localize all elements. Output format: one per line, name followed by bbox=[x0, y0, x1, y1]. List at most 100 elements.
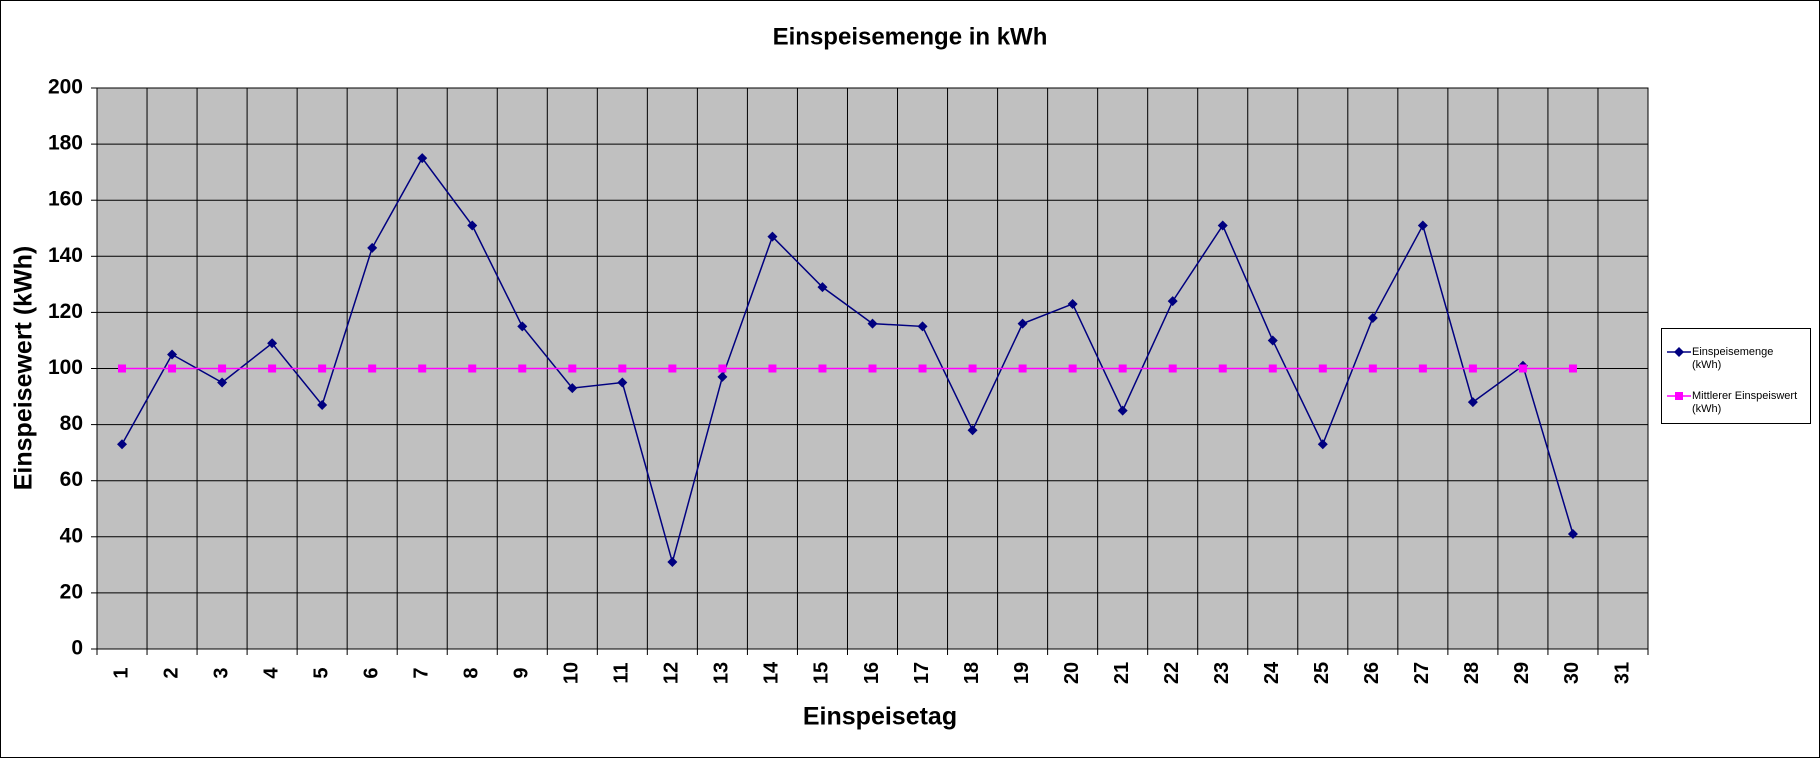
x-tick-label: 22 bbox=[1161, 662, 1183, 684]
marker bbox=[668, 364, 677, 373]
x-tick-label: 12 bbox=[661, 662, 683, 684]
marker bbox=[267, 338, 278, 349]
marker bbox=[367, 242, 378, 253]
marker bbox=[767, 231, 778, 242]
x-tick-label: 25 bbox=[1311, 662, 1333, 684]
x-tick-label: 9 bbox=[511, 667, 533, 678]
marker bbox=[1467, 397, 1478, 408]
legend-label: Einspeisemenge (kWh) bbox=[1692, 346, 1774, 371]
y-tick-label: 200 bbox=[48, 76, 83, 99]
legend-key bbox=[1667, 392, 1691, 400]
marker bbox=[567, 383, 578, 394]
y-tick-label: 40 bbox=[60, 524, 83, 547]
marker bbox=[1317, 439, 1328, 450]
marker bbox=[218, 364, 227, 373]
x-tick-label: 24 bbox=[1261, 661, 1283, 684]
marker bbox=[717, 371, 728, 382]
x-tick-label: 21 bbox=[1111, 662, 1133, 684]
x-tick-label: 14 bbox=[761, 661, 783, 684]
marker bbox=[1567, 528, 1578, 539]
marker bbox=[318, 364, 327, 373]
marker bbox=[168, 364, 177, 373]
y-axis-title: Einspeisewert (kWh) bbox=[10, 246, 38, 491]
marker bbox=[1368, 364, 1377, 373]
y-tick-label: 140 bbox=[48, 244, 83, 267]
marker bbox=[1168, 364, 1177, 373]
marker bbox=[368, 364, 377, 373]
x-tick-label: 20 bbox=[1061, 662, 1083, 684]
marker bbox=[617, 377, 628, 388]
marker bbox=[818, 364, 827, 373]
marker bbox=[667, 557, 678, 568]
marker bbox=[868, 364, 877, 373]
x-tick-label: 5 bbox=[310, 667, 332, 678]
marker bbox=[1518, 364, 1527, 373]
x-tick-label: 6 bbox=[360, 667, 382, 678]
marker bbox=[1068, 364, 1077, 373]
marker bbox=[217, 377, 228, 388]
marker bbox=[1268, 364, 1277, 373]
chart-title: Einspeisemenge in kWh bbox=[773, 23, 1048, 50]
marker bbox=[1568, 364, 1577, 373]
x-tick-label: 16 bbox=[861, 662, 883, 684]
x-tick-label: 7 bbox=[410, 667, 432, 678]
y-tick-label: 60 bbox=[60, 468, 83, 491]
legend-key bbox=[1667, 347, 1691, 357]
x-tick-label: 13 bbox=[711, 662, 733, 684]
x-tick-label: 4 bbox=[260, 667, 282, 679]
x-tick-label: 1 bbox=[110, 667, 132, 678]
marker bbox=[917, 321, 928, 332]
marker bbox=[568, 364, 577, 373]
y-tick-label: 100 bbox=[48, 356, 83, 379]
marker bbox=[518, 364, 527, 373]
marker bbox=[1675, 392, 1683, 400]
y-tick-label: 80 bbox=[60, 412, 83, 435]
marker bbox=[967, 425, 978, 436]
x-tick-label: 29 bbox=[1511, 662, 1533, 684]
marker bbox=[1267, 335, 1278, 346]
y-tick-label: 160 bbox=[48, 188, 83, 211]
marker bbox=[1468, 364, 1477, 373]
marker bbox=[1218, 364, 1227, 373]
marker bbox=[517, 321, 528, 332]
marker bbox=[468, 364, 477, 373]
marker bbox=[918, 364, 927, 373]
marker bbox=[1417, 220, 1428, 231]
marker bbox=[1167, 296, 1178, 307]
marker bbox=[768, 364, 777, 373]
x-tick-label: 10 bbox=[561, 662, 583, 684]
marker bbox=[1418, 364, 1427, 373]
marker bbox=[317, 399, 328, 410]
x-tick-label: 17 bbox=[911, 662, 933, 684]
legend-item: Einspeisemenge (kWh) bbox=[1666, 345, 1804, 372]
marker bbox=[1117, 405, 1128, 416]
x-tick-label: 11 bbox=[611, 662, 633, 683]
marker bbox=[117, 439, 128, 450]
marker bbox=[1018, 364, 1027, 373]
marker bbox=[268, 364, 277, 373]
legend: Einspeisemenge (kWh) Mittlerer Einspeiswe… bbox=[1661, 328, 1811, 424]
plot-border bbox=[96, 87, 1649, 650]
legend-item: Mittlerer Einspeiswert (kWh) bbox=[1666, 389, 1804, 416]
x-tick-label: 27 bbox=[1411, 662, 1433, 684]
marker bbox=[167, 349, 178, 360]
marker bbox=[618, 364, 627, 373]
marker bbox=[467, 220, 478, 231]
x-tick-label: 8 bbox=[461, 667, 483, 678]
marker bbox=[1674, 347, 1684, 357]
marker bbox=[118, 364, 127, 373]
marker bbox=[417, 153, 428, 164]
series-line bbox=[121, 156, 1574, 565]
marker bbox=[718, 364, 727, 373]
marker bbox=[1217, 220, 1228, 231]
y-tick-label: 180 bbox=[48, 132, 83, 155]
x-tick-label: 28 bbox=[1461, 662, 1483, 684]
x-tick-label: 15 bbox=[811, 662, 833, 684]
marker bbox=[817, 282, 828, 293]
marker bbox=[968, 364, 977, 373]
legend-label: Mittlerer Einspeiswert (kWh) bbox=[1692, 390, 1798, 415]
marker bbox=[1017, 318, 1028, 329]
x-tick-label: 26 bbox=[1361, 662, 1383, 684]
